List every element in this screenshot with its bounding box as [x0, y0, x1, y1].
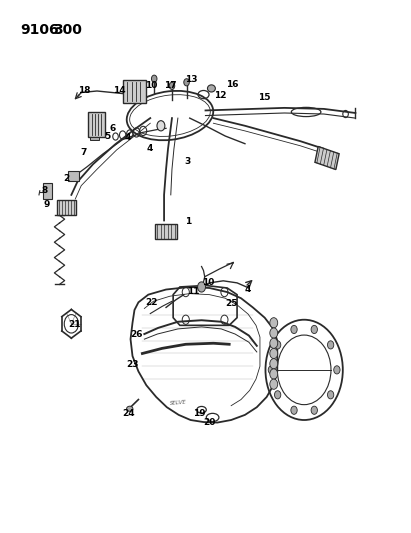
Ellipse shape	[127, 406, 133, 411]
Text: 17: 17	[164, 82, 177, 91]
Circle shape	[270, 359, 278, 369]
Text: 4: 4	[124, 133, 131, 142]
Bar	[315, 147, 339, 169]
FancyBboxPatch shape	[43, 183, 52, 199]
Circle shape	[270, 338, 278, 349]
Circle shape	[334, 366, 340, 374]
Text: 24: 24	[122, 409, 135, 418]
Circle shape	[268, 366, 275, 374]
Text: 1: 1	[185, 217, 191, 226]
Circle shape	[311, 406, 317, 414]
Text: 300: 300	[53, 23, 83, 37]
Text: 22: 22	[145, 298, 157, 307]
Circle shape	[169, 82, 175, 90]
Text: 3: 3	[185, 157, 191, 166]
Circle shape	[151, 75, 157, 82]
Circle shape	[270, 349, 278, 359]
Bar	[155, 224, 177, 239]
Circle shape	[291, 325, 297, 334]
Bar	[57, 200, 76, 215]
Text: 13: 13	[185, 75, 197, 84]
Text: 12: 12	[214, 91, 226, 100]
Text: 6: 6	[110, 124, 116, 133]
Text: 15: 15	[258, 93, 270, 102]
Circle shape	[291, 406, 297, 414]
Circle shape	[311, 325, 317, 334]
Text: 14: 14	[113, 86, 126, 95]
Text: 9106: 9106	[20, 23, 59, 37]
Text: 18: 18	[78, 86, 90, 95]
Circle shape	[270, 379, 278, 389]
Text: 5: 5	[104, 132, 111, 141]
Circle shape	[275, 391, 281, 399]
Text: 8: 8	[42, 186, 48, 195]
Circle shape	[328, 341, 334, 349]
Circle shape	[157, 120, 165, 131]
Text: 4: 4	[146, 144, 152, 154]
Text: 10: 10	[145, 82, 157, 91]
Text: 16: 16	[226, 80, 238, 89]
Text: 20: 20	[203, 417, 216, 426]
Text: 11: 11	[187, 287, 199, 296]
Text: 7: 7	[80, 148, 86, 157]
Text: 23: 23	[126, 360, 139, 369]
Circle shape	[270, 318, 278, 328]
Circle shape	[270, 328, 278, 338]
Text: 10: 10	[203, 278, 215, 287]
Text: SELVE: SELVE	[169, 399, 187, 406]
Ellipse shape	[208, 85, 215, 92]
Polygon shape	[90, 136, 99, 140]
Circle shape	[328, 391, 334, 399]
Circle shape	[270, 369, 278, 379]
FancyBboxPatch shape	[88, 112, 105, 137]
Text: 4: 4	[245, 285, 251, 294]
Text: 26: 26	[130, 329, 143, 338]
Text: 21: 21	[68, 320, 81, 329]
Circle shape	[198, 282, 206, 292]
FancyBboxPatch shape	[68, 171, 79, 181]
Circle shape	[184, 79, 189, 86]
Text: 2: 2	[63, 174, 70, 183]
Text: 25: 25	[225, 299, 238, 308]
Text: 19: 19	[193, 409, 206, 418]
FancyBboxPatch shape	[122, 80, 146, 103]
Circle shape	[275, 341, 281, 349]
Text: 9: 9	[43, 199, 50, 208]
